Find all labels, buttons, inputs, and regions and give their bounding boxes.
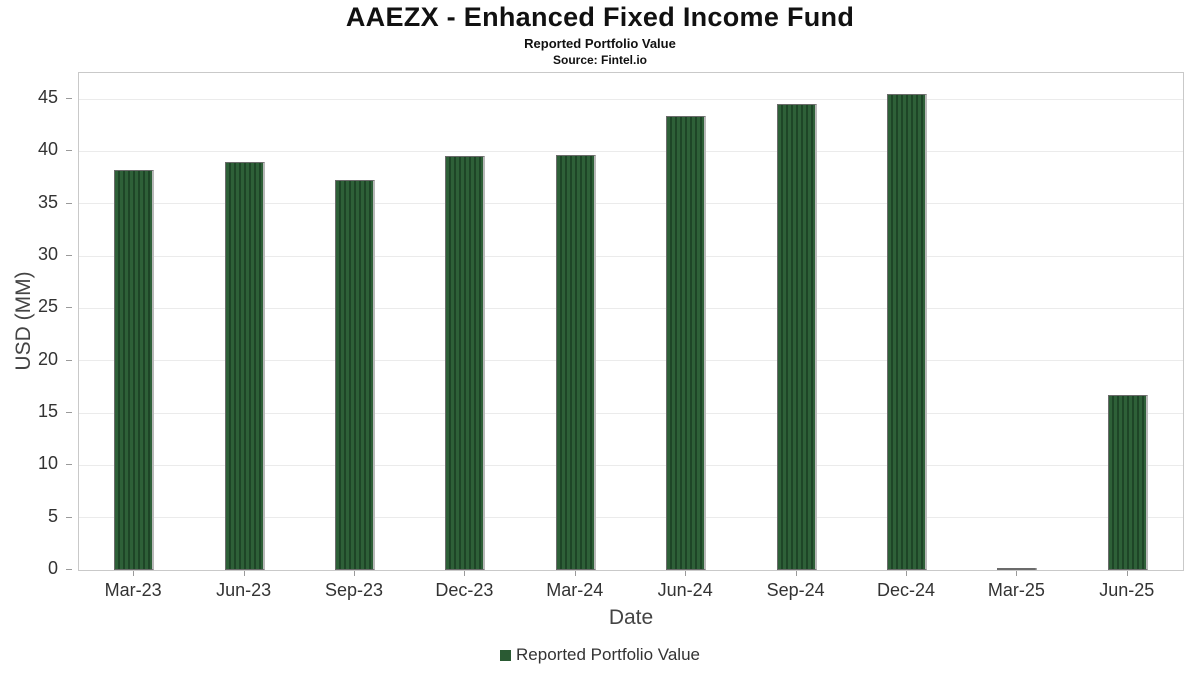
bar-Mar-25 bbox=[997, 568, 1038, 570]
y-tick-mark bbox=[66, 307, 72, 309]
y-tick-label: 0 bbox=[47, 558, 58, 578]
y-tick-mark bbox=[66, 150, 72, 152]
y-tick-mark bbox=[66, 359, 72, 361]
legend-label: Reported Portfolio Value bbox=[516, 645, 700, 664]
y-tick-mark bbox=[66, 516, 72, 518]
y-tick-mark bbox=[66, 202, 72, 204]
y-tick-label: 35 bbox=[37, 191, 58, 212]
y-tick-label: 15 bbox=[37, 401, 58, 422]
gridline bbox=[79, 203, 1183, 205]
bar-Dec-23 bbox=[445, 155, 486, 570]
bar-Jun-24 bbox=[666, 115, 707, 570]
gridline bbox=[79, 150, 1183, 152]
y-tick-label: 45 bbox=[37, 87, 58, 108]
x-tick-mark bbox=[464, 571, 466, 576]
plot-area bbox=[78, 72, 1184, 571]
chart-source: Source: Fintel.io bbox=[552, 53, 647, 67]
x-tick-mark bbox=[243, 571, 245, 576]
y-tick-label: 25 bbox=[37, 296, 58, 317]
x-tick-mark bbox=[906, 571, 907, 576]
x-tick-mark bbox=[795, 571, 797, 576]
chart-title: AAEZX - Enhanced Fixed Income Fund bbox=[345, 2, 855, 32]
x-axis: Mar-23 Jun-23 Sep-23 Dec-23 Mar-24 Jun-24 Sep-… bbox=[78, 571, 1184, 602]
x-tick-label: Sep-24 bbox=[766, 580, 825, 600]
x-tick-mark bbox=[133, 571, 135, 576]
chart-subtitle: Reported Portfolio Value bbox=[524, 36, 676, 51]
x-tick-label: Dec-24 bbox=[876, 580, 936, 600]
x-tick-label: Dec-23 bbox=[435, 580, 494, 600]
x-tick-mark bbox=[574, 571, 576, 576]
bar-Jun-25 bbox=[1107, 395, 1148, 570]
y-tick-mark bbox=[66, 464, 72, 466]
y-tick-label: 10 bbox=[37, 453, 58, 474]
bar-Dec-24 bbox=[887, 93, 927, 570]
y-tick-mark bbox=[66, 412, 72, 414]
x-tick-mark bbox=[1016, 571, 1018, 576]
y-tick-mark bbox=[66, 98, 72, 100]
x-tick-mark bbox=[354, 571, 355, 576]
y-tick-label: 5 bbox=[47, 505, 58, 526]
bar-Mar-23 bbox=[114, 170, 155, 570]
legend-marker-icon bbox=[500, 649, 512, 661]
x-tick-label: Jun-24 bbox=[657, 580, 713, 600]
gridline bbox=[79, 517, 1183, 519]
gridline bbox=[79, 255, 1183, 257]
x-tick-label: Jun-23 bbox=[216, 580, 272, 600]
bar-Sep-24 bbox=[776, 104, 817, 570]
x-axis-title: Date bbox=[608, 606, 654, 629]
x-tick-label: Mar-23 bbox=[104, 580, 162, 600]
gridline bbox=[79, 98, 1183, 100]
x-tick-mark bbox=[1126, 571, 1128, 576]
legend: Reported Portfolio Value bbox=[0, 645, 1200, 665]
x-tick-label: Sep-23 bbox=[324, 580, 384, 600]
gridline bbox=[79, 412, 1183, 414]
x-tick-label: Mar-25 bbox=[987, 580, 1045, 600]
bar-Sep-23 bbox=[335, 179, 375, 570]
y-tick-mark bbox=[66, 569, 72, 570]
bar-Jun-23 bbox=[224, 161, 265, 570]
y-tick-label: 40 bbox=[37, 139, 58, 160]
x-tick-label: Jun-25 bbox=[1099, 580, 1155, 600]
bar-Mar-24 bbox=[555, 154, 596, 570]
x-tick-mark bbox=[685, 571, 687, 576]
gridline bbox=[79, 307, 1183, 309]
y-axis: 0 5 10 15 20 25 30 35 40 45 bbox=[0, 72, 72, 578]
y-tick-label: 20 bbox=[37, 348, 58, 369]
x-tick-label: Mar-24 bbox=[546, 580, 604, 600]
gridline bbox=[79, 360, 1183, 362]
gridline bbox=[79, 464, 1183, 466]
y-tick-label: 30 bbox=[37, 244, 58, 265]
y-tick-mark bbox=[66, 255, 72, 257]
